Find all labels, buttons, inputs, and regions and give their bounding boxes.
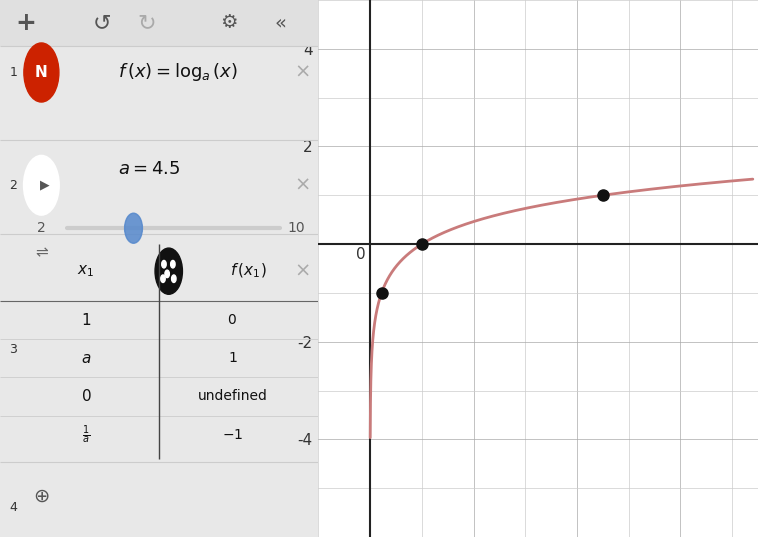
Text: $1$: $1$ bbox=[81, 312, 91, 328]
Text: $f\,(x) = \log_a(x)$: $f\,(x) = \log_a(x)$ bbox=[117, 62, 238, 83]
Text: ↺: ↺ bbox=[92, 13, 111, 33]
Text: ×: × bbox=[294, 176, 311, 195]
Text: $-1$: $-1$ bbox=[222, 427, 243, 441]
Text: 3: 3 bbox=[10, 343, 17, 355]
Text: $a$: $a$ bbox=[81, 351, 91, 366]
Text: 2: 2 bbox=[10, 179, 17, 192]
Text: $0$: $0$ bbox=[227, 313, 237, 327]
Circle shape bbox=[155, 248, 183, 294]
Text: $1$: $1$ bbox=[227, 351, 237, 365]
Text: 1: 1 bbox=[10, 66, 17, 79]
Circle shape bbox=[171, 260, 175, 268]
Text: $0$: $0$ bbox=[80, 388, 91, 404]
Text: ↻: ↻ bbox=[137, 13, 155, 33]
Text: ⊕: ⊕ bbox=[33, 487, 49, 506]
Text: «: « bbox=[274, 13, 287, 32]
Circle shape bbox=[171, 275, 176, 282]
Text: 4: 4 bbox=[10, 501, 17, 514]
Circle shape bbox=[161, 275, 165, 282]
Circle shape bbox=[165, 270, 169, 278]
Text: undefined: undefined bbox=[198, 389, 268, 403]
Bar bbox=[0, 0, 318, 46]
Text: $a = 4.5$: $a = 4.5$ bbox=[117, 160, 180, 178]
Text: $x_1$: $x_1$ bbox=[77, 263, 95, 279]
Text: +: + bbox=[15, 11, 36, 35]
Text: ×: × bbox=[294, 63, 311, 82]
Text: $f\,(x_1)$: $f\,(x_1)$ bbox=[230, 262, 267, 280]
Text: 2: 2 bbox=[37, 221, 45, 235]
Circle shape bbox=[23, 43, 59, 102]
Text: 10: 10 bbox=[287, 221, 305, 235]
Text: ▶: ▶ bbox=[39, 179, 49, 192]
Text: $\frac{1}{a}$: $\frac{1}{a}$ bbox=[82, 423, 90, 446]
Text: 0: 0 bbox=[356, 248, 365, 263]
Text: ⚙: ⚙ bbox=[221, 13, 238, 32]
Circle shape bbox=[124, 213, 143, 243]
Circle shape bbox=[23, 156, 59, 215]
Text: ×: × bbox=[294, 262, 311, 281]
Text: N: N bbox=[35, 65, 48, 80]
Text: ⇌: ⇌ bbox=[35, 245, 48, 260]
Circle shape bbox=[161, 260, 166, 268]
